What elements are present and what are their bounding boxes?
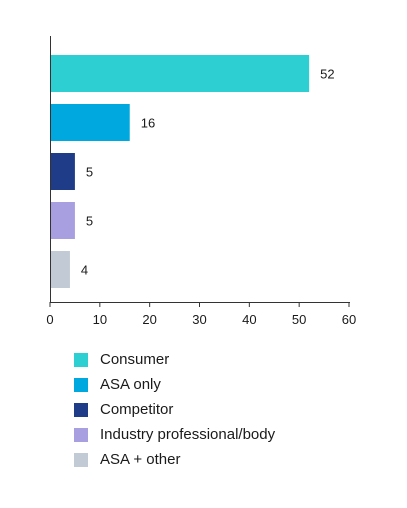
x-tick-label-10: 10 bbox=[93, 312, 107, 327]
legend-label-competitor: Competitor bbox=[100, 401, 174, 418]
bar-consumer bbox=[51, 55, 310, 92]
x-tick-label-40: 40 bbox=[242, 312, 256, 327]
x-tick-label-20: 20 bbox=[142, 312, 156, 327]
bar-competitor bbox=[51, 153, 75, 190]
legend-swatch-asa-only bbox=[74, 377, 88, 392]
legend-swatch-consumer bbox=[74, 352, 88, 367]
legend-item-industry-professional-body: Industry professional/body bbox=[74, 422, 275, 447]
value-label-industry-professional-body: 5 bbox=[86, 214, 93, 229]
value-label-competitor: 5 bbox=[86, 165, 93, 180]
legend-item-consumer: Consumer bbox=[74, 347, 275, 372]
value-label-asa-plus-other: 4 bbox=[81, 263, 88, 278]
legend-item-asa-plus-other: ASA + other bbox=[74, 447, 275, 472]
x-tick-label-50: 50 bbox=[292, 312, 306, 327]
bar-chart: 52 16 5 5 4 0 10 20 30 40 50 60 bbox=[46, 36, 356, 327]
legend-label-asa-only: ASA only bbox=[100, 376, 161, 393]
legend-swatch-competitor bbox=[74, 402, 88, 417]
chart-legend: Consumer ASA only Competitor Industry pr… bbox=[74, 347, 275, 472]
legend-item-competitor: Competitor bbox=[74, 397, 275, 422]
value-label-consumer: 52 bbox=[320, 67, 334, 82]
legend-label-asa-plus-other: ASA + other bbox=[100, 451, 181, 468]
value-label-asa-only: 16 bbox=[141, 116, 155, 131]
bar-industry-professional-body bbox=[51, 202, 75, 239]
legend-label-consumer: Consumer bbox=[100, 351, 170, 368]
legend-swatch-industry-professional-body bbox=[74, 427, 88, 442]
legend-item-asa-only: ASA only bbox=[74, 372, 275, 397]
x-tick-label-0: 0 bbox=[46, 312, 53, 327]
bar-asa-only bbox=[51, 104, 130, 141]
bar-asa-plus-other bbox=[51, 251, 70, 288]
legend-swatch-asa-plus-other bbox=[74, 452, 88, 467]
legend-label-industry-professional-body: Industry professional/body bbox=[100, 426, 276, 443]
x-tick-label-60: 60 bbox=[342, 312, 356, 327]
x-tick-label-30: 30 bbox=[192, 312, 206, 327]
